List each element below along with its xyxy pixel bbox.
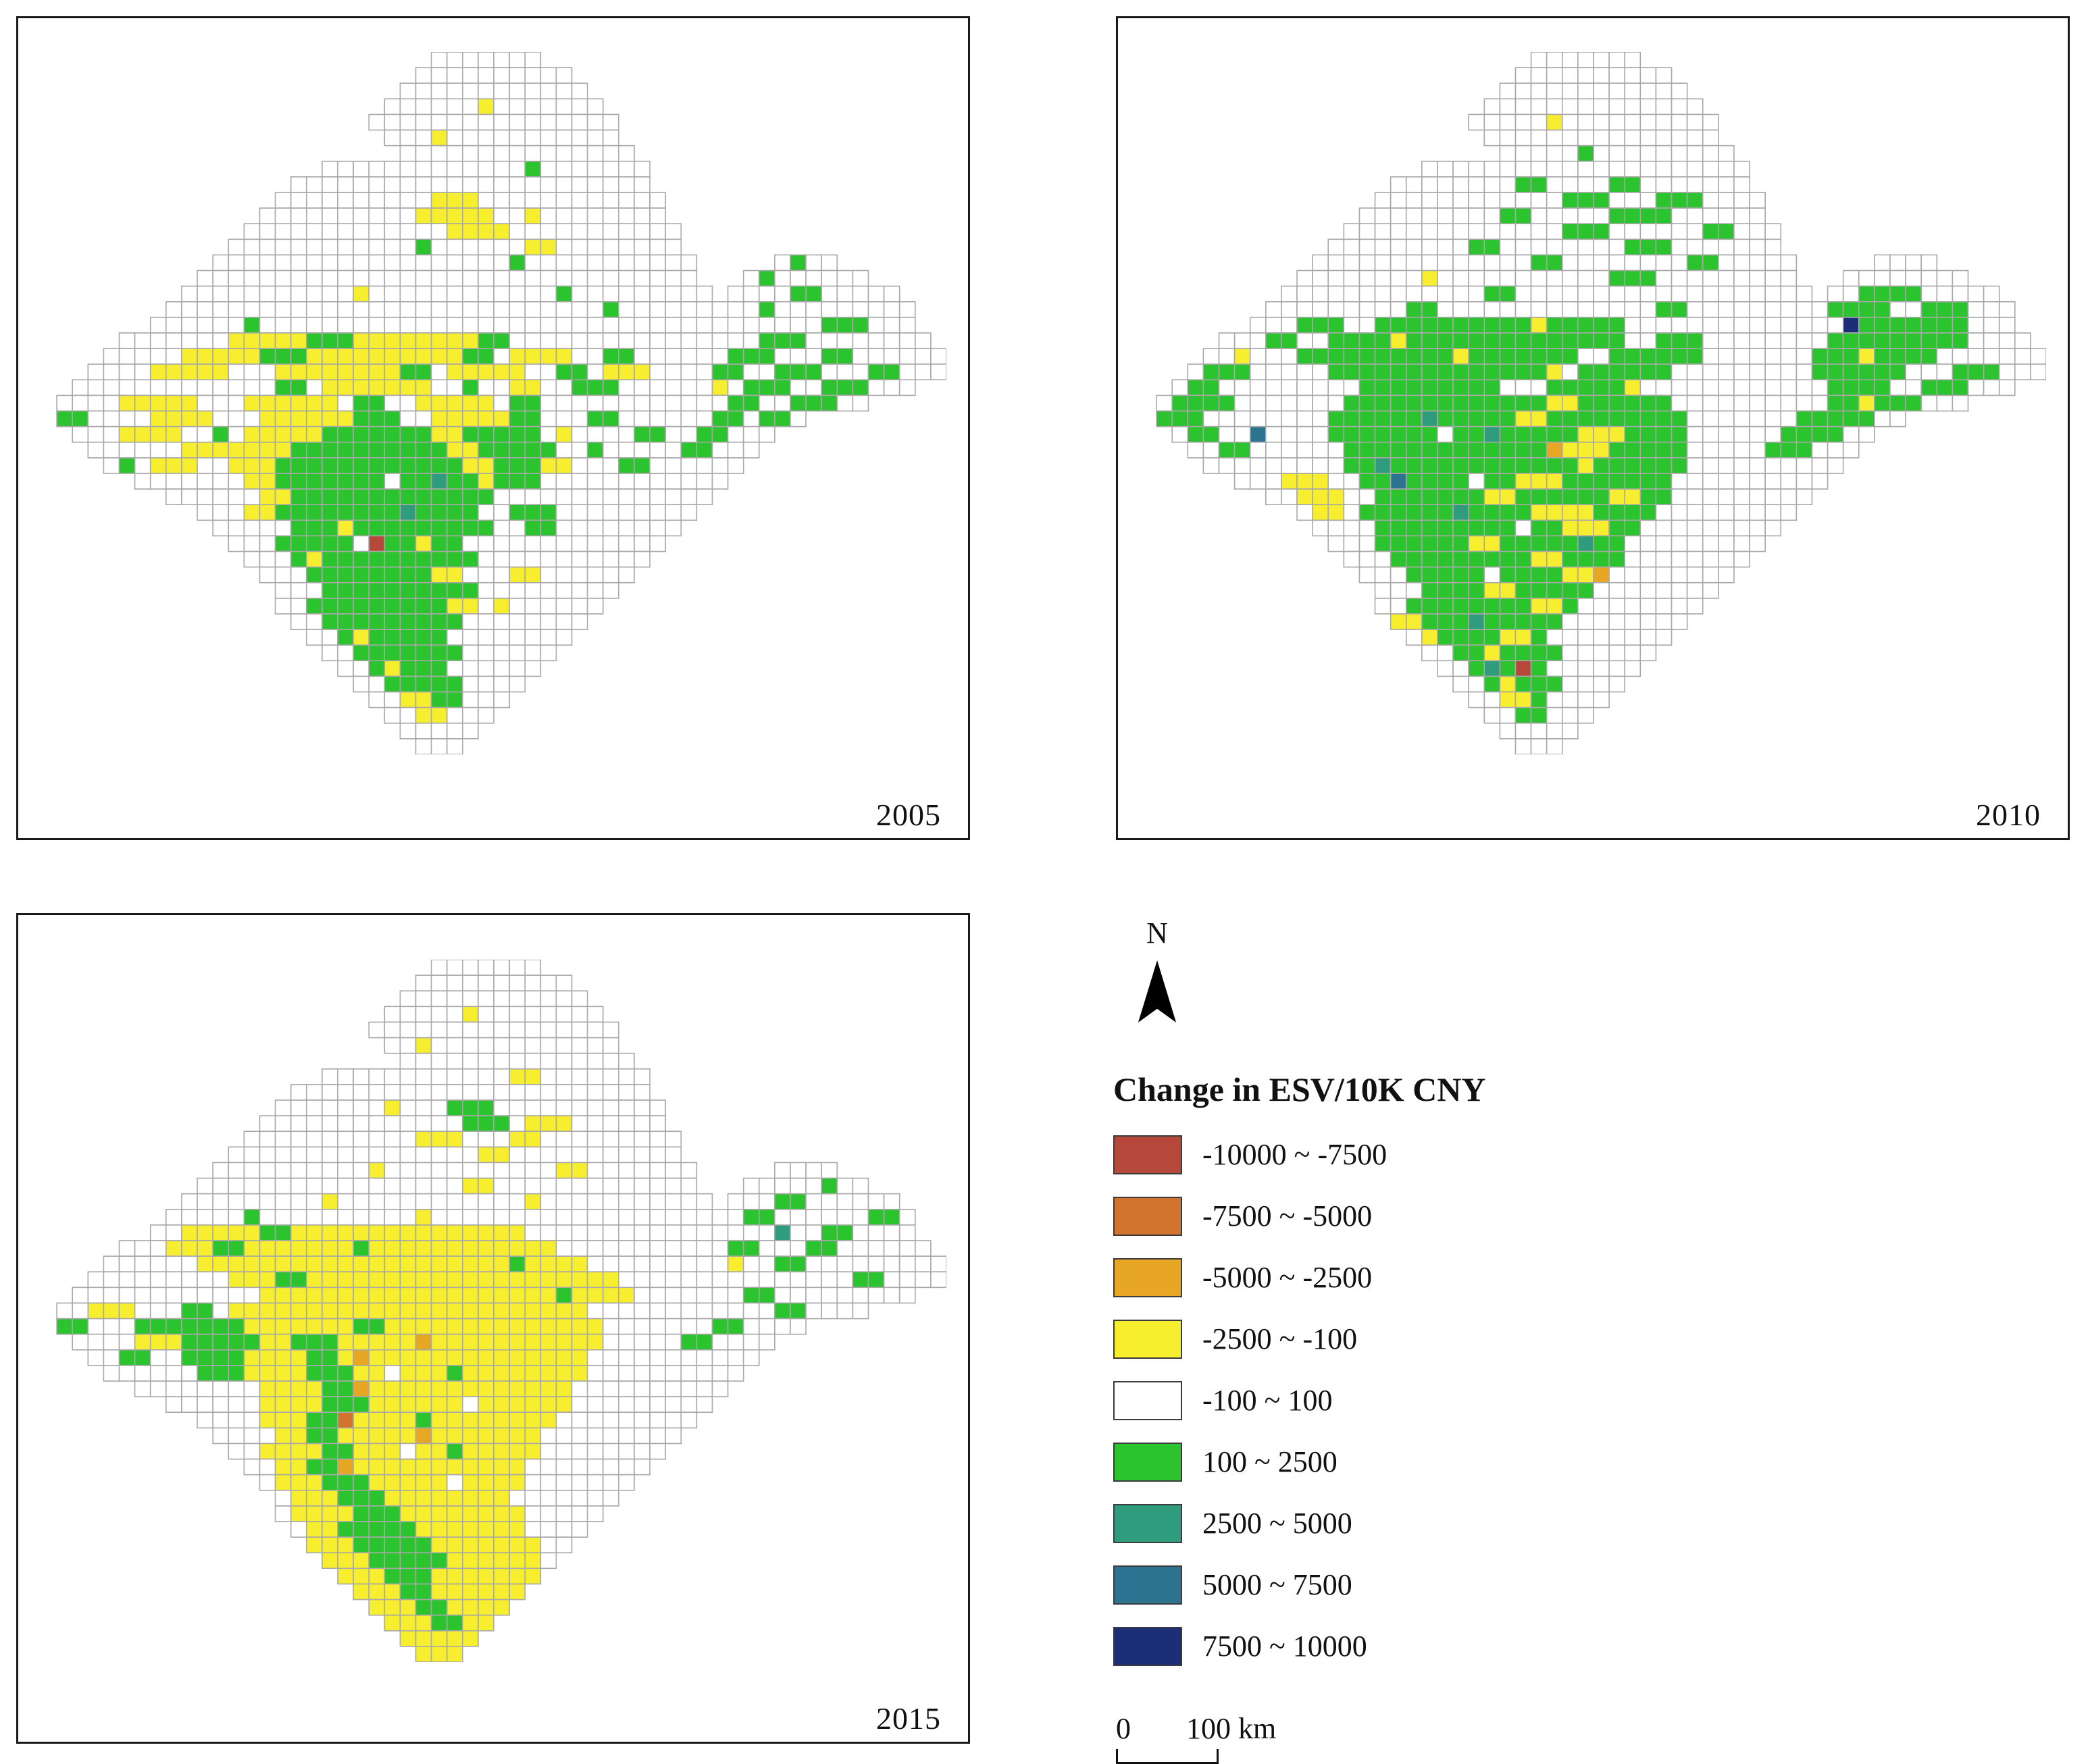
legend-item: 2500 ~ 5000 — [1113, 1493, 1486, 1554]
legend-item: -7500 ~ -5000 — [1113, 1185, 1486, 1247]
legend-item: -5000 ~ -2500 — [1113, 1247, 1486, 1308]
north-arrow-block: N — [1113, 916, 1201, 1035]
legend-swatch-neg5000 — [1113, 1257, 1182, 1297]
legend-item: -100 ~ 100 — [1113, 1370, 1486, 1431]
scale-zero-label: 0 — [1116, 1712, 1131, 1745]
legend-item: -2500 ~ -100 — [1113, 1308, 1486, 1370]
legend-swatch-pos7500 — [1113, 1626, 1182, 1666]
legend-title: Change in ESV/10K CNY — [1113, 1070, 1486, 1108]
map-panel-2005: 2005 — [16, 16, 970, 840]
legend-swatch-pos100 — [1113, 1442, 1182, 1482]
year-label-2010: 2010 — [1976, 798, 2041, 832]
legend-item: -10000 ~ -7500 — [1113, 1124, 1486, 1185]
scale-distance-label: 100 km — [1186, 1712, 1277, 1745]
scale-bar-bracket — [1116, 1749, 1219, 1764]
map-grid-2010 — [1156, 52, 2046, 754]
year-label-2015: 2015 — [876, 1701, 941, 1736]
legend-item: 5000 ~ 7500 — [1113, 1554, 1486, 1615]
legend-swatch-pos2500 — [1113, 1503, 1182, 1543]
north-label: N — [1146, 916, 1168, 950]
legend: Change in ESV/10K CNY -10000 ~ -7500 -75… — [1113, 1070, 1486, 1677]
north-arrow-icon — [1138, 960, 1177, 1023]
scale-bar: 0 100 km — [1116, 1711, 1359, 1764]
legend-swatch-neg7500 — [1113, 1196, 1182, 1236]
legend-item: 100 ~ 2500 — [1113, 1431, 1486, 1493]
legend-swatch-neg2500 — [1113, 1319, 1182, 1359]
legend-swatch-pos5000 — [1113, 1565, 1182, 1605]
legend-swatch-neg10000 — [1113, 1135, 1182, 1174]
legend-swatch-neutral — [1113, 1380, 1182, 1420]
map-grid-2005 — [56, 52, 946, 754]
scale-bar-labels: 0 100 km — [1116, 1711, 1359, 1746]
map-grid-2015 — [56, 960, 946, 1662]
map-panel-2010: 2010 — [1116, 16, 2070, 840]
legend-item: 7500 ~ 10000 — [1113, 1615, 1486, 1677]
year-label-2005: 2005 — [876, 798, 941, 832]
map-panel-2015: 2015 — [16, 913, 970, 1744]
